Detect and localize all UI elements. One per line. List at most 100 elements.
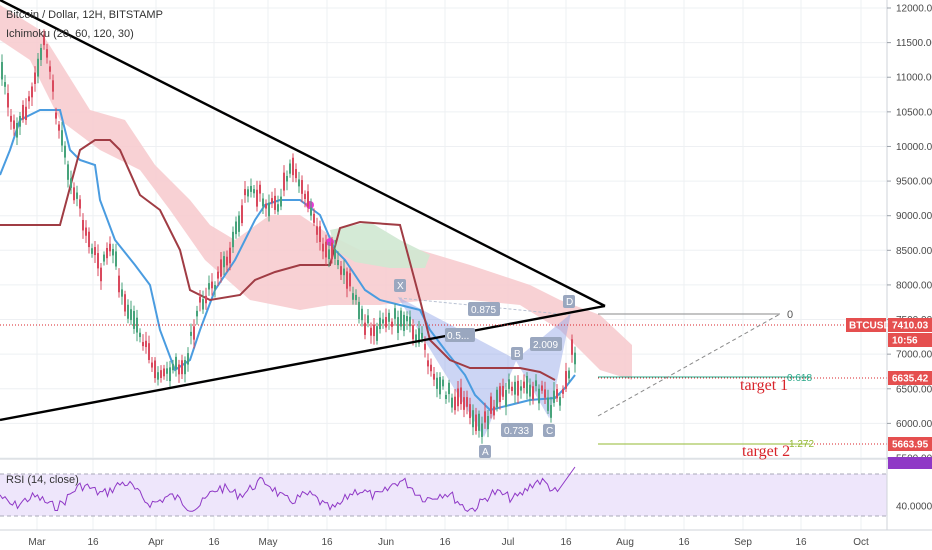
candle-body [103,254,105,262]
candle-body [124,294,126,312]
pattern-label-x: X [394,279,406,292]
symbol-badge [846,318,886,332]
candle-body [238,215,240,232]
candle-body [13,120,15,129]
candle-body [163,368,165,377]
candle-body [181,360,183,375]
candle-body [91,248,93,254]
time-tick-label: Aug [616,537,634,548]
candle-body [25,106,27,121]
fib-zero-label: 0 [787,309,793,321]
candle-body [250,185,252,192]
candle-body [445,394,447,400]
candle-body [358,301,360,320]
candle-body [517,380,519,396]
time-tick-label: Jun [378,537,394,548]
svg-text:X: X [397,281,404,292]
candle-body [460,387,462,405]
candle-body [466,397,468,407]
candle-body [457,388,459,407]
candle-body [70,178,72,188]
candle-body [160,370,162,378]
price-tick-label: 7000.00 [896,350,932,361]
candle-body [367,315,369,324]
rsi-label[interactable]: RSI (14, close) [6,474,79,486]
base-line [0,139,556,381]
candle-body [205,295,207,304]
candle-body [67,164,69,180]
candle-body [52,80,54,92]
candle-body [172,363,174,371]
price-badge-label: 5663.95 [892,440,929,451]
candle-body [496,389,498,408]
candle-body [97,253,99,269]
candle-body [307,191,309,207]
candle-body [340,266,342,275]
candle-body [130,309,132,321]
candle-body [277,204,279,212]
candle-body [388,312,390,322]
candle-body [10,115,12,122]
rsi-line [0,466,576,513]
candle-body [424,343,426,350]
candle-body [364,322,366,335]
candle-body [409,316,411,327]
candle-body [289,163,291,174]
price-badges: BTCUSD 7410.03 10:56 6635.42 5663.95 [846,318,932,469]
candle-body [376,326,378,341]
candle-body [64,145,66,158]
candle-body [538,388,540,404]
candle-body [55,112,57,119]
candle-body [361,308,363,321]
candle-body [193,326,195,340]
candle-body [292,157,294,176]
fib-1272-label: 1.272 [789,439,814,450]
time-axis[interactable]: Mar 16 Apr 16 May 16 Jun 16 Jul 16 Aug 16 Sep 16 Oct [0,529,932,548]
candle-body [478,413,480,431]
ratio-label-5: 0.5... [445,328,475,342]
candle-body [427,360,429,367]
rsi-panel [0,466,887,517]
time-tick-label: 16 [87,537,99,548]
candle-body [484,411,486,423]
candle-body [370,327,372,336]
pattern-label-c: C [543,424,555,437]
pattern-label-d: D [563,295,575,308]
candle-body [190,331,192,336]
candle-body [271,198,273,204]
candle-body [493,406,495,416]
price-badge [888,318,932,332]
candle-body [448,382,450,395]
candle-body [229,247,231,264]
price-tick-label: 6500.00 [896,384,932,395]
candle-body [547,397,549,411]
candles [1,29,576,444]
price-tick-label: 9500.00 [896,177,932,188]
candle-body [133,311,135,329]
candle-body [217,271,219,279]
price-tick-label: 10000.00 [896,142,932,153]
candle-body [202,299,204,310]
candle-body [88,231,90,248]
candle-body [499,386,501,402]
candle-body [319,226,321,243]
candle-body [331,242,333,260]
svg-text:0.5...: 0.5... [447,331,469,342]
candle-body [349,273,351,287]
candle-body [112,249,114,256]
candle-body [100,267,102,282]
indicator-label[interactable]: Ichimoku (20, 60, 120, 30) [6,28,134,40]
candle-body [451,397,453,408]
candle-body [31,86,33,98]
cloud-bull [330,222,430,268]
candle-body [502,385,504,397]
candle-body [19,116,21,127]
candle-body [475,414,477,432]
candle-body [136,317,138,333]
candle-body [154,360,156,379]
candle-body [541,385,543,391]
candle-body [208,283,210,290]
candle-body [397,317,399,333]
